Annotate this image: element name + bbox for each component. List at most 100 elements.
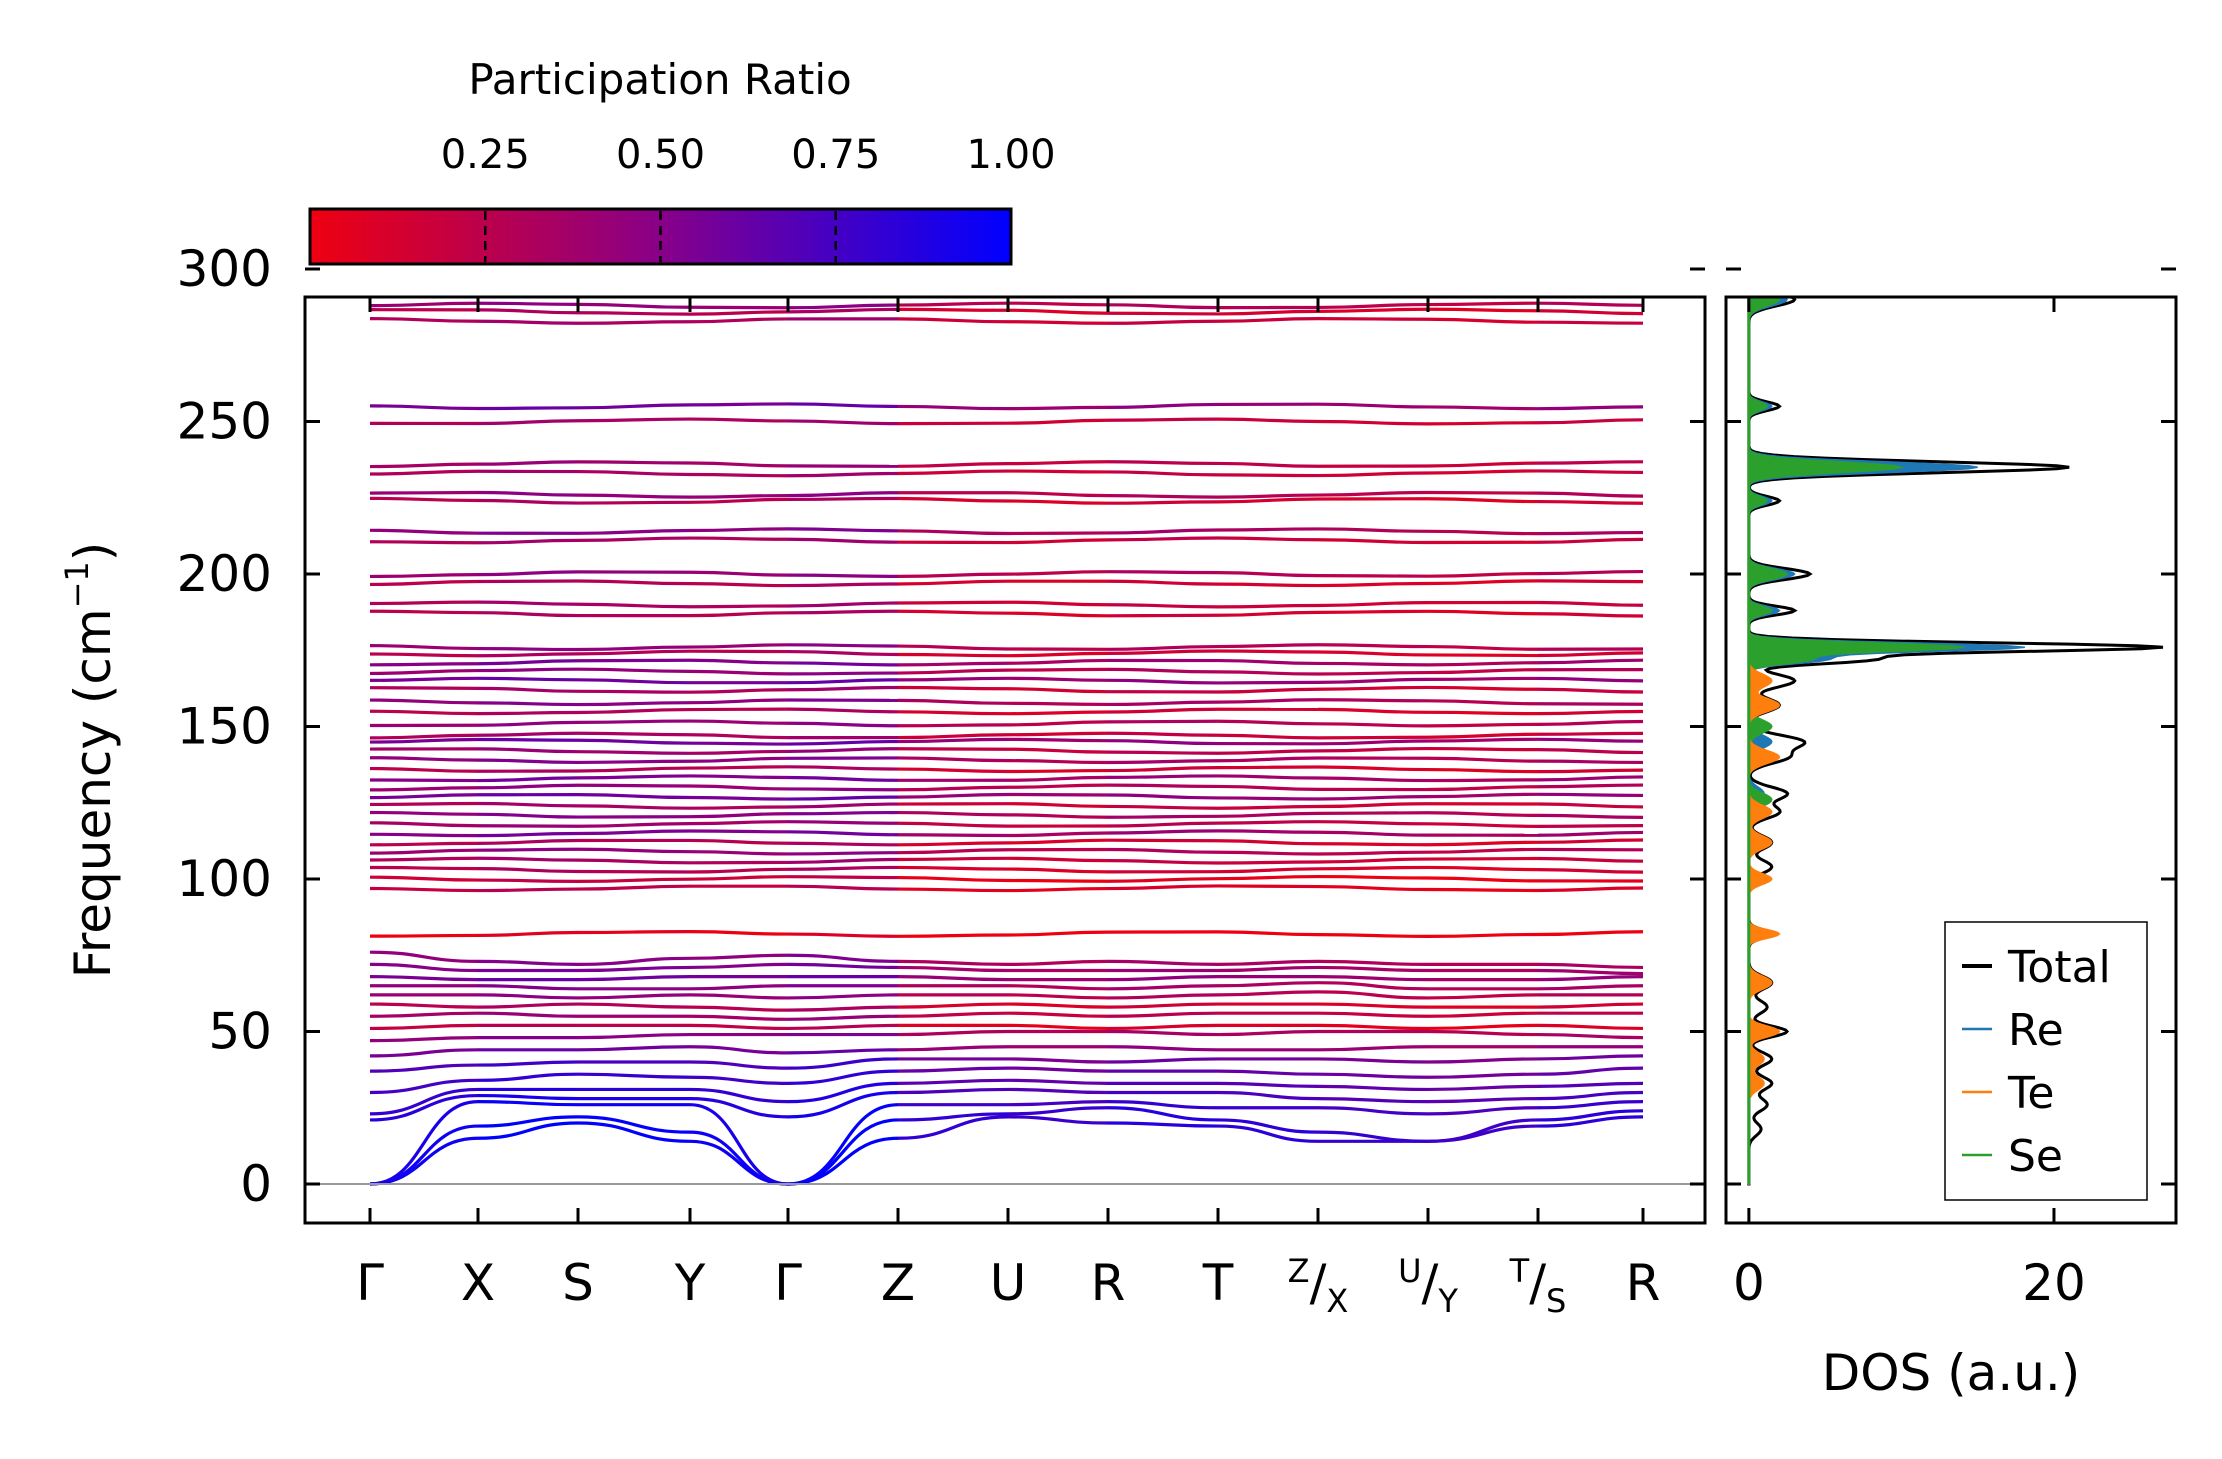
band-segment bbox=[1538, 678, 1643, 680]
optical-band bbox=[370, 611, 1643, 616]
band-segment bbox=[1008, 322, 1108, 324]
band-segment bbox=[1008, 771, 1108, 772]
optical-band bbox=[370, 733, 1643, 738]
band-segment bbox=[788, 603, 898, 606]
band-segment bbox=[1108, 752, 1218, 753]
band-segment bbox=[690, 474, 788, 475]
band-segment bbox=[370, 654, 478, 656]
band-segment bbox=[788, 709, 898, 712]
x-tick-label: Z/X bbox=[1288, 1252, 1349, 1320]
x-tick-label: S bbox=[562, 1254, 594, 1312]
band-segment bbox=[1218, 932, 1318, 935]
band-segment bbox=[578, 313, 690, 314]
band-segment bbox=[1008, 653, 1108, 655]
band-segment bbox=[1538, 1056, 1643, 1059]
band-segment bbox=[1008, 310, 1108, 313]
band-segment bbox=[478, 840, 578, 843]
band-segment bbox=[1538, 722, 1643, 725]
band-segment bbox=[898, 813, 1008, 815]
band-segment bbox=[1008, 493, 1108, 496]
band-segment bbox=[478, 688, 578, 691]
band-segment bbox=[1008, 1059, 1108, 1062]
colorbar-tick-label: 0.25 bbox=[441, 132, 530, 178]
band-segment bbox=[788, 934, 898, 936]
band-segment bbox=[1218, 661, 1318, 664]
band-segment bbox=[1108, 986, 1218, 989]
band-segment bbox=[690, 852, 788, 854]
band-segment bbox=[578, 761, 690, 762]
band-segment bbox=[1008, 889, 1108, 891]
band-segment bbox=[788, 804, 898, 807]
band-segment bbox=[690, 404, 788, 405]
optical-band bbox=[370, 538, 1643, 543]
band-segment bbox=[1218, 886, 1318, 887]
band-segment bbox=[1538, 660, 1643, 663]
band-segment bbox=[1108, 785, 1218, 786]
band-segment bbox=[370, 795, 478, 798]
band-segment bbox=[478, 303, 578, 304]
band-segment bbox=[1218, 831, 1318, 832]
band-segment bbox=[1218, 813, 1318, 816]
band-segment bbox=[1428, 471, 1538, 473]
band-segment bbox=[370, 858, 478, 860]
band-segment bbox=[690, 645, 788, 647]
band-segment bbox=[1218, 529, 1318, 530]
band-segment bbox=[478, 1013, 578, 1016]
band-segment bbox=[1108, 1013, 1218, 1016]
band-segment bbox=[788, 1050, 898, 1053]
colorbar-tick-label: 0.75 bbox=[791, 132, 880, 178]
band-segment bbox=[690, 877, 788, 879]
band-segment bbox=[1108, 761, 1218, 763]
band-segment bbox=[1538, 1102, 1643, 1108]
optical-band bbox=[370, 660, 1643, 665]
band-segment bbox=[788, 1059, 898, 1068]
band-segment bbox=[1108, 472, 1218, 475]
band-segment bbox=[1428, 1032, 1538, 1035]
band-segment bbox=[1108, 831, 1218, 833]
band-segment bbox=[898, 1080, 1008, 1083]
band-segment bbox=[578, 538, 690, 540]
band-segment bbox=[1318, 797, 1428, 799]
band-segment bbox=[370, 850, 478, 853]
band-segment bbox=[370, 711, 478, 713]
band-segment bbox=[788, 539, 898, 542]
legend-label: Te bbox=[2007, 1068, 2054, 1119]
y-tick-label: 300 bbox=[177, 240, 272, 298]
band-segment bbox=[1318, 977, 1428, 980]
band-segment bbox=[1318, 679, 1428, 682]
acoustic-band bbox=[370, 983, 1643, 989]
band-segment bbox=[1538, 964, 1643, 967]
legend-label: Re bbox=[2008, 1005, 2064, 1056]
band-segment bbox=[1428, 758, 1538, 761]
band-segment bbox=[1108, 419, 1218, 420]
band-segment bbox=[1008, 840, 1108, 843]
band-segment bbox=[690, 1047, 788, 1053]
band-segment bbox=[1428, 303, 1538, 304]
band-segment bbox=[690, 499, 788, 502]
band-segment bbox=[898, 303, 1008, 305]
band-segment bbox=[578, 879, 690, 881]
optical-band bbox=[370, 822, 1643, 827]
band-segment bbox=[370, 834, 478, 835]
band-segment bbox=[690, 1025, 788, 1028]
band-segment bbox=[1428, 663, 1538, 665]
band-segment bbox=[478, 722, 578, 725]
band-segment bbox=[1318, 804, 1428, 807]
band-segment bbox=[578, 776, 690, 778]
band-segment bbox=[1008, 794, 1108, 795]
band-segment bbox=[1318, 473, 1428, 476]
band-segment bbox=[1428, 611, 1538, 613]
band-segment bbox=[1108, 651, 1218, 653]
band-segment bbox=[1428, 678, 1538, 679]
band-segment bbox=[478, 1004, 578, 1007]
acoustic-band bbox=[370, 1032, 1643, 1041]
band-segment bbox=[1538, 533, 1643, 534]
band-segment bbox=[370, 780, 478, 781]
band-segment bbox=[370, 575, 478, 577]
x-tick-label: R bbox=[1626, 1254, 1661, 1312]
y-tick-label: 150 bbox=[177, 698, 272, 756]
band-segment bbox=[690, 463, 788, 466]
acoustic-band bbox=[370, 952, 1643, 967]
band-segment bbox=[1008, 1004, 1108, 1007]
